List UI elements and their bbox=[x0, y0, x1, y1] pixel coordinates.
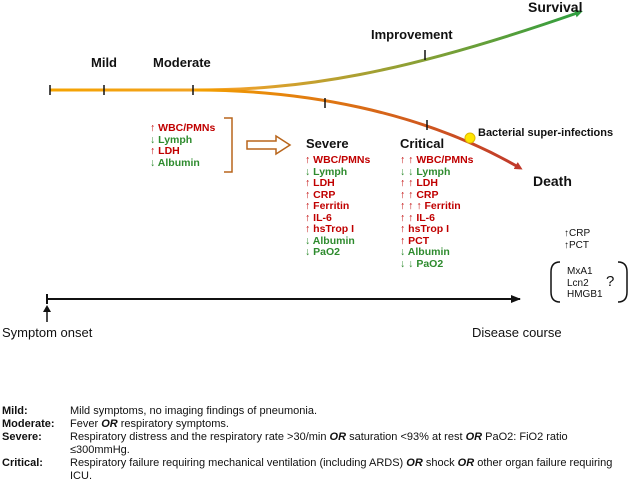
survival-branch bbox=[50, 9, 583, 92]
bacterial-infection-dot bbox=[464, 132, 476, 144]
severe-marker: ↓ Lymph bbox=[305, 165, 348, 178]
candidate-marker-list: MxA1 Lcn2 HMGB1 bbox=[567, 266, 603, 301]
stage-label-improvement: Improvement bbox=[371, 27, 453, 42]
critical-marker: ↑ ↑ ↑ Ferritin bbox=[400, 200, 461, 212]
moderate-marker: ↑ LDH bbox=[150, 145, 180, 157]
timeline-ticks bbox=[49, 50, 428, 130]
bacterial-superinfection-label: Bacterial super-infections bbox=[478, 127, 614, 139]
critical-marker: ↑ ↑ WBC/PMNs bbox=[400, 154, 474, 166]
critical-marker: ↑ ↑ CRP bbox=[400, 188, 439, 201]
moderate-marker: ↓ Albumin bbox=[150, 156, 200, 169]
critical-marker: ↑ ↑ IL-6 bbox=[400, 211, 436, 224]
axis-end-label: Disease course bbox=[472, 325, 562, 340]
question-mark: ? bbox=[606, 273, 615, 290]
outcome-death: Death bbox=[533, 173, 572, 189]
severe-marker: ↑ WBC/PMNs bbox=[305, 154, 371, 166]
legend-term: Mild: bbox=[2, 405, 28, 417]
legend-definition: Fever OR respiratory symptoms. bbox=[70, 418, 229, 430]
critical-marker-list: ↑ ↑ WBC/PMNs ↓ ↓ Lymph ↑ ↑ LDH ↑ ↑ CRP ↑… bbox=[400, 154, 474, 270]
legend-definition: Respiratory failure requiring mechanical… bbox=[70, 457, 613, 482]
severity-legend: Mild: Mild symptoms, no imaging findings … bbox=[2, 405, 618, 483]
candidate-bracket-left bbox=[550, 261, 561, 303]
legend-row: Mild: Mild symptoms, no imaging findings … bbox=[2, 405, 618, 418]
bacterial-marker-list: ↑CRP ↑PCT bbox=[564, 228, 590, 251]
severe-marker: ↑ Ferritin bbox=[305, 200, 350, 212]
candidate-marker: MxA1 bbox=[567, 266, 593, 277]
candidate-bracket-right bbox=[617, 261, 628, 303]
stage-label-severe: Severe bbox=[306, 136, 349, 151]
bacterial-marker: ↑PCT bbox=[564, 239, 589, 251]
symptom-onset-arrow-head bbox=[43, 305, 51, 312]
legend-row: Critical: Respiratory failure requiring m… bbox=[2, 457, 618, 483]
axis-start-label: Symptom onset bbox=[2, 325, 93, 340]
bacterial-marker: ↑CRP bbox=[564, 228, 591, 239]
critical-marker: ↓ Albumin bbox=[400, 246, 450, 258]
legend-term: Severe: bbox=[2, 431, 42, 443]
stage-label-mild: Mild bbox=[91, 55, 117, 70]
legend-row: Severe: Respiratory distress and the resp… bbox=[2, 431, 618, 457]
legend-term: Moderate: bbox=[2, 418, 55, 430]
candidate-marker: HMGB1 bbox=[567, 289, 603, 300]
severe-marker: ↓ PaO2 bbox=[305, 246, 341, 258]
severe-marker: ↑ IL-6 bbox=[305, 211, 332, 224]
legend-definition: Mild symptoms, no imaging findings of pn… bbox=[70, 405, 318, 417]
severe-marker: ↓ Albumin bbox=[305, 234, 355, 247]
critical-marker: ↓ ↓ Lymph bbox=[400, 165, 451, 178]
moderate-bracket bbox=[224, 117, 233, 173]
legend-definition: Respiratory distress and the respiratory… bbox=[70, 431, 568, 456]
stage-label-critical: Critical bbox=[400, 136, 445, 151]
moderate-marker-list: ↑ WBC/PMNs ↓ Lymph ↑ LDH ↓ Albumin bbox=[150, 122, 216, 169]
stage-label-moderate: Moderate bbox=[153, 55, 211, 70]
death-branch bbox=[194, 88, 523, 170]
severe-marker-list: ↑ WBC/PMNs ↓ Lymph ↑ LDH ↑ CRP ↑ Ferriti… bbox=[305, 154, 371, 259]
severe-marker: ↑ hsTrop I bbox=[305, 223, 355, 235]
moderate-marker: ↓ Lymph bbox=[150, 133, 193, 146]
critical-marker: ↑ PCT bbox=[400, 234, 430, 247]
critical-marker: ↑ hsTrop I bbox=[400, 223, 450, 235]
outcome-survival: Survival bbox=[528, 0, 583, 15]
legend-term: Critical: bbox=[2, 457, 43, 469]
candidate-marker: Lcn2 bbox=[567, 277, 589, 289]
progression-arrow bbox=[246, 134, 292, 156]
severe-marker: ↑ LDH bbox=[305, 177, 335, 189]
severe-marker: ↑ CRP bbox=[305, 188, 336, 201]
critical-marker: ↓ ↓ PaO2 bbox=[400, 257, 444, 270]
critical-marker: ↑ ↑ LDH bbox=[400, 177, 438, 189]
legend-row: Moderate: Fever OR respiratory symptoms. bbox=[2, 418, 618, 431]
moderate-marker: ↑ WBC/PMNs bbox=[150, 122, 216, 134]
